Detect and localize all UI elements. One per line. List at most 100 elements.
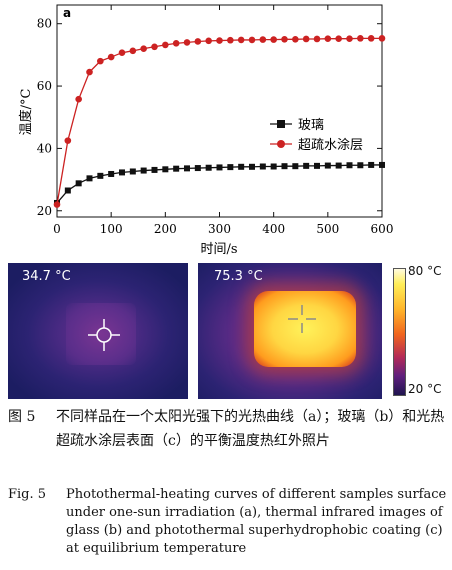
data-point-coating: [172, 40, 180, 47]
temperature-colorbar: [393, 268, 406, 396]
x-tick-label: 500: [316, 222, 339, 236]
plot-frame: [56, 4, 383, 218]
caption-en-label: Fig. 5: [8, 487, 47, 502]
series-layer: [53, 35, 386, 208]
data-point-glass: [205, 164, 212, 171]
legend-marker-coating: [277, 140, 285, 148]
crosshair-icon: [88, 319, 120, 351]
data-point-glass: [292, 163, 299, 170]
data-point-glass: [75, 180, 82, 187]
data-point-coating: [97, 57, 104, 65]
coating-temperature-readout: 75.3 °C: [214, 269, 263, 284]
data-point-glass: [173, 165, 180, 172]
axis-ticks: 0 100 200 300 400 500 600 20 40 60 80: [37, 5, 394, 236]
y-tick-label: 80: [37, 17, 52, 31]
data-point-coating: [205, 37, 212, 45]
data-point-glass: [151, 166, 158, 173]
data-point-glass: [238, 163, 245, 170]
thermal-image-glass: 34.7 °C: [8, 263, 188, 399]
data-point-coating: [107, 53, 115, 61]
data-point-coating: [118, 49, 126, 56]
data-point-coating: [335, 35, 342, 42]
y-tick-label: 60: [37, 79, 52, 93]
data-point-coating: [357, 35, 364, 42]
colorbar-max-label: 80 °C: [408, 264, 442, 278]
data-point-coating: [248, 36, 256, 44]
y-tick-label: 40: [37, 141, 52, 155]
colorbar-min-label: 20 °C: [408, 382, 442, 396]
data-point-glass: [194, 165, 201, 172]
data-point-glass: [119, 169, 125, 176]
data-point-coating: [227, 36, 234, 44]
data-point-coating: [129, 47, 137, 55]
series-line-1: [56, 37, 382, 205]
data-point-coating: [281, 35, 288, 43]
data-point-coating: [86, 68, 93, 76]
data-point-coating: [53, 201, 61, 208]
data-point-glass: [184, 165, 190, 172]
data-point-coating: [162, 41, 169, 49]
data-point-coating: [346, 35, 353, 42]
heating-curve-chart: 0 100 200 300 400 500 600 20 40 60 80 a 温度/°C 时间/s…: [18, 4, 394, 257]
data-point-coating: [140, 45, 147, 52]
glass-warm-region: [66, 303, 136, 365]
data-point-glass: [64, 187, 71, 194]
caption-cn-label: 图 5: [8, 409, 36, 425]
data-point-glass: [97, 172, 104, 179]
data-point-coating: [302, 35, 310, 43]
data-point-glass: [227, 164, 234, 171]
legend-label-coating: 超疏水涂层: [298, 137, 363, 153]
data-point-coating: [64, 137, 72, 144]
coating-hot-region: [254, 291, 356, 367]
data-point-glass: [324, 162, 331, 169]
data-point-glass: [129, 168, 136, 175]
data-point-glass: [303, 162, 310, 169]
x-tick-label: 400: [262, 222, 285, 236]
x-tick-label: 0: [53, 222, 61, 236]
data-point-glass: [162, 166, 169, 173]
figure-caption-chinese: 图 5 不同样品在一个太阳光强下的光热曲线（a）；玻璃（b）和光热超疏水涂层表面…: [8, 405, 448, 453]
data-point-coating: [259, 36, 267, 43]
panel-label-a: a: [63, 6, 71, 20]
data-point-glass: [270, 163, 277, 170]
data-point-coating: [194, 38, 202, 45]
data-point-glass: [368, 161, 375, 168]
legend: 玻璃 超疏水涂层: [270, 118, 363, 153]
data-point-glass: [259, 163, 266, 170]
figure-caption-english: Fig. 5 Photothermal-heating curves of di…: [8, 486, 448, 558]
caption-en-text: Photothermal-heating curves of different…: [66, 487, 447, 556]
y-axis-label: 温度/°C: [18, 89, 34, 136]
data-point-glass: [108, 170, 115, 177]
thermal-image-coating: 75.3 °C: [198, 263, 382, 399]
data-point-glass: [249, 163, 255, 170]
legend-marker-glass: [277, 120, 285, 128]
data-point-coating: [313, 35, 321, 43]
data-point-coating: [237, 36, 245, 44]
data-point-coating: [183, 39, 191, 46]
x-tick-label: 600: [371, 222, 394, 236]
data-point-glass: [140, 167, 147, 174]
y-tick-label: 20: [37, 204, 52, 218]
data-point-glass: [335, 162, 342, 169]
data-point-glass: [281, 163, 288, 170]
data-point-coating: [324, 35, 332, 42]
series-line-0: [56, 164, 382, 204]
data-point-glass: [86, 175, 93, 182]
x-axis-label: 时间/s: [200, 242, 237, 257]
legend-label-glass: 玻璃: [298, 118, 324, 133]
x-tick-label: 200: [154, 222, 177, 236]
glass-temperature-readout: 34.7 °C: [22, 269, 71, 284]
x-tick-label: 100: [100, 222, 123, 236]
caption-cn-text: 不同样品在一个太阳光强下的光热曲线（a）；玻璃（b）和光热超疏水涂层表面（c）的…: [56, 409, 445, 449]
data-point-coating: [292, 35, 299, 43]
data-point-coating: [367, 35, 375, 42]
data-point-coating: [75, 95, 82, 103]
x-tick-label: 300: [208, 222, 231, 236]
crosshair-icon: [288, 305, 316, 333]
data-point-coating: [216, 37, 223, 44]
data-point-glass: [346, 162, 353, 169]
data-point-coating: [378, 35, 386, 42]
data-point-glass: [357, 162, 364, 169]
data-point-glass: [379, 161, 385, 168]
data-point-glass: [314, 162, 320, 169]
